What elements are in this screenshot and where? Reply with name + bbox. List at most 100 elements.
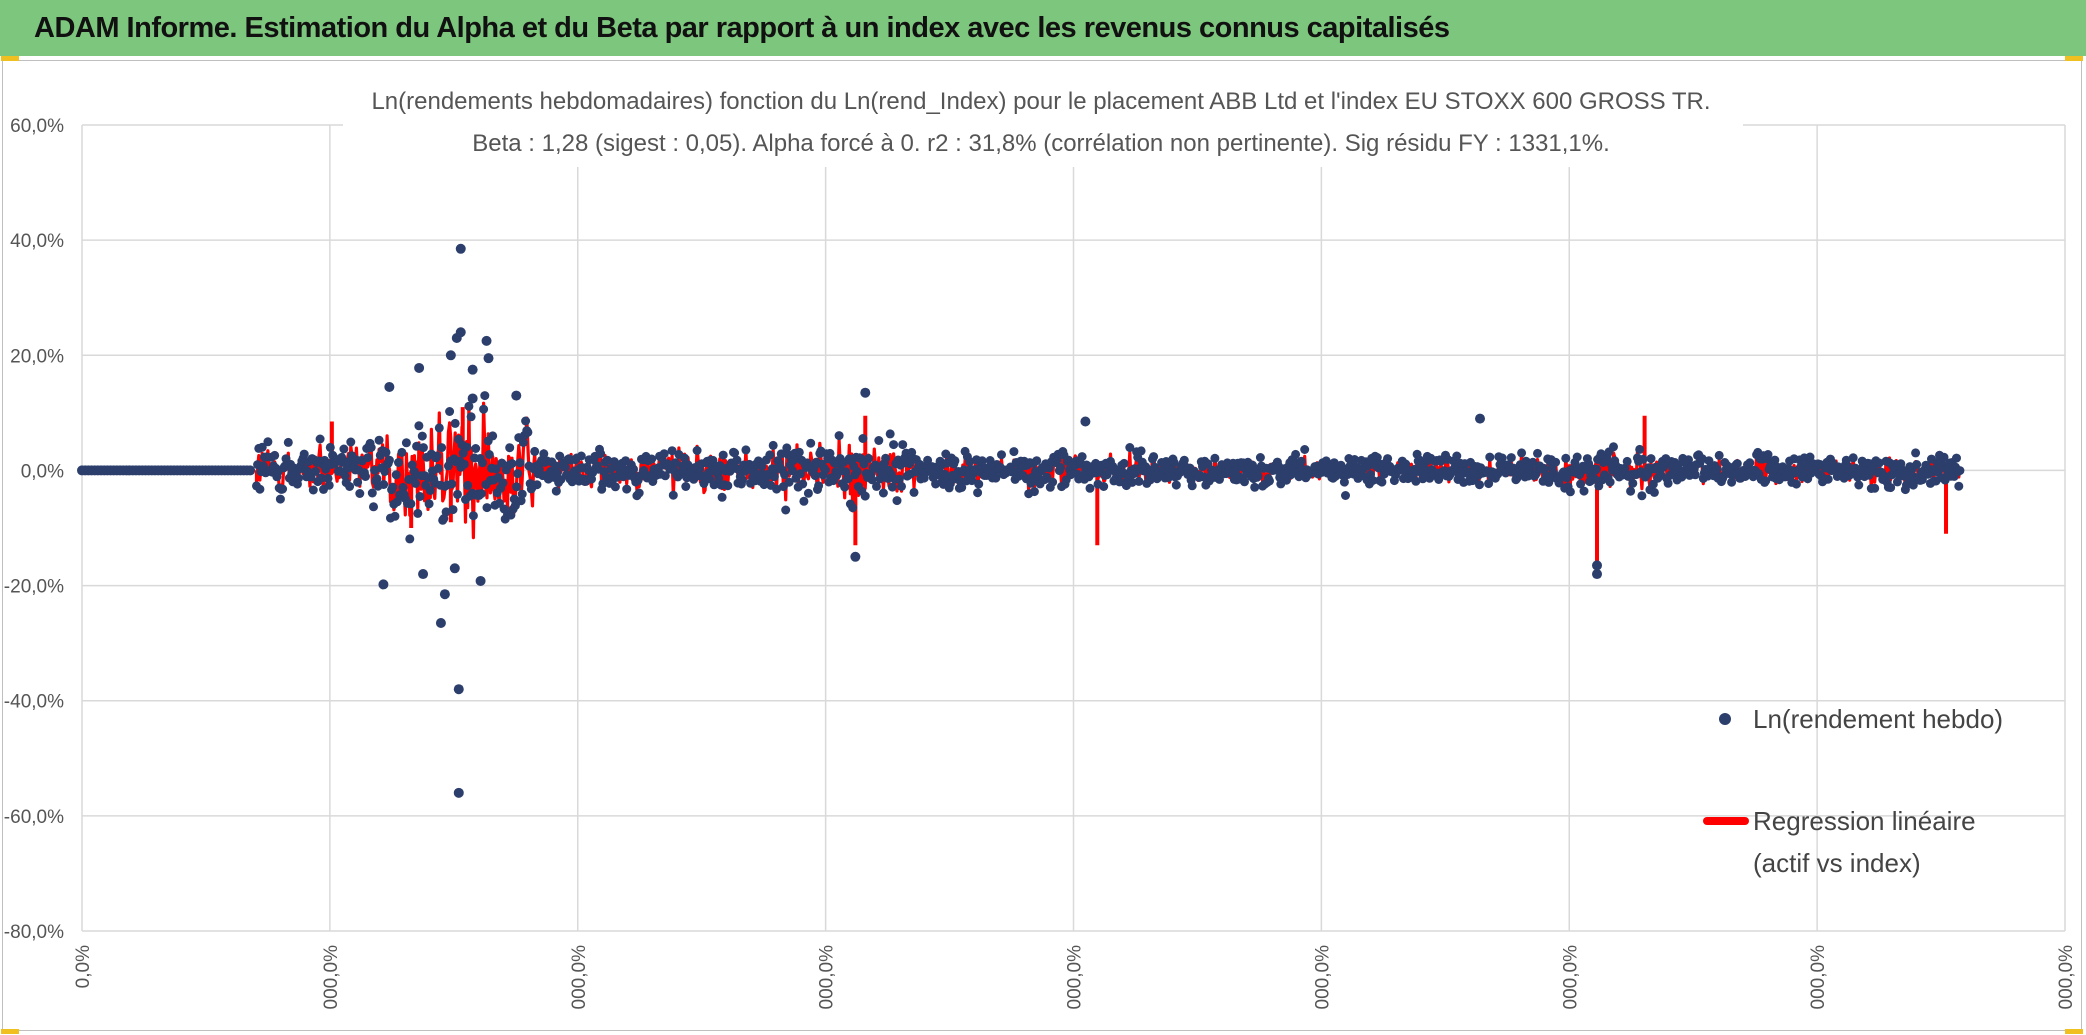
- data-point: [1605, 477, 1615, 487]
- data-point: [671, 458, 680, 468]
- data-point: [977, 456, 987, 466]
- data-point: [715, 461, 725, 471]
- data-point: [1127, 477, 1137, 487]
- data-point: [796, 469, 805, 479]
- data-point: [491, 464, 501, 474]
- x-tick-label: 000,0%: [1808, 945, 1829, 1010]
- data-point: [1663, 478, 1673, 488]
- y-tick-label: -20,0%: [4, 577, 64, 598]
- data-point: [517, 489, 527, 499]
- data-point: [450, 418, 460, 428]
- data-point: [263, 437, 273, 447]
- outlier-point: [435, 617, 446, 628]
- data-point: [406, 499, 416, 509]
- y-tick-label: 20,0%: [10, 346, 64, 367]
- data-point: [889, 440, 899, 450]
- data-point: [1056, 463, 1065, 472]
- data-point: [1727, 477, 1737, 487]
- data-point: [858, 434, 868, 443]
- scatter-chart: 60,0% 40,0% 20,0% 0,0% -20,0% -40,0% -60,0% -80…: [4, 63, 2077, 1010]
- data-point: [878, 488, 888, 498]
- data-point: [397, 447, 407, 457]
- data-point: [1383, 454, 1393, 464]
- data-point: [381, 447, 391, 457]
- data-point: [1874, 458, 1884, 468]
- y-tick-label: -60,0%: [4, 807, 64, 828]
- data-point: [372, 474, 382, 484]
- data-point: [339, 444, 349, 454]
- data-point: [1134, 476, 1144, 486]
- data-point: [881, 453, 891, 463]
- data-point: [794, 447, 804, 457]
- data-point: [480, 391, 490, 401]
- data-point: [1497, 453, 1507, 463]
- y-tick-label: 60,0%: [10, 116, 64, 137]
- data-point: [418, 443, 428, 453]
- data-point: [415, 492, 425, 501]
- data-point: [1635, 444, 1645, 454]
- data-point: [413, 508, 423, 518]
- data-point: [405, 534, 415, 544]
- data-point: [1250, 482, 1260, 492]
- data-point: [659, 449, 669, 459]
- y-axis-labels: 60,0% 40,0% 20,0% 0,0% -20,0% -40,0% -60,0% -80…: [4, 116, 64, 943]
- data-point: [315, 434, 325, 444]
- data-point: [370, 465, 380, 475]
- y-tick-label: 0,0%: [21, 461, 64, 482]
- data-point: [723, 481, 733, 491]
- data-point: [718, 450, 728, 460]
- data-point: [1368, 475, 1378, 485]
- data-point: [1622, 456, 1632, 466]
- data-point: [258, 461, 268, 471]
- outlier-point: [850, 551, 861, 562]
- data-point: [1626, 486, 1636, 496]
- data-point: [346, 437, 356, 447]
- data-point: [680, 453, 690, 463]
- outlier-point: [449, 563, 460, 574]
- data-point: [931, 479, 941, 489]
- outlier-point: [453, 684, 464, 695]
- data-point: [1418, 474, 1428, 484]
- data-point: [647, 454, 657, 464]
- data-point: [1475, 480, 1484, 490]
- data-point: [834, 431, 844, 441]
- x-tick-label: 000,0%: [1312, 945, 1333, 1010]
- data-point: [1712, 464, 1722, 474]
- legend-label-line-2: (actif vs index): [1753, 848, 1921, 878]
- data-point: [1099, 482, 1109, 491]
- data-point: [551, 486, 561, 496]
- data-point: [367, 488, 377, 498]
- data-point: [692, 446, 702, 455]
- data-point: [1372, 453, 1382, 462]
- data-point: [1551, 457, 1561, 467]
- data-point: [1908, 480, 1918, 490]
- x-tick-label: 000,0%: [2056, 945, 2077, 1010]
- data-point: [887, 482, 897, 492]
- data-point: [257, 442, 267, 452]
- data-point: [867, 475, 877, 485]
- x-tick-label: 000,0%: [569, 945, 590, 1010]
- data-point: [1649, 487, 1659, 497]
- data-point: [283, 437, 293, 447]
- data-point: [709, 480, 719, 490]
- data-point: [497, 458, 507, 468]
- outlier-point: [439, 589, 450, 600]
- data-point: [784, 477, 794, 487]
- outlier-point: [1080, 416, 1091, 427]
- outlier-point: [1475, 413, 1486, 424]
- data-point: [294, 473, 303, 483]
- data-point: [523, 427, 533, 437]
- data-point: [806, 438, 816, 448]
- data-point: [864, 453, 874, 463]
- data-point: [447, 479, 457, 489]
- data-point: [1377, 477, 1387, 487]
- data-point: [498, 478, 508, 488]
- report-header: ADAM Informe. Estimation du Alpha et du …: [0, 0, 2086, 56]
- data-point: [803, 488, 813, 498]
- data-point: [324, 480, 334, 490]
- data-point: [459, 459, 469, 469]
- data-point: [374, 435, 384, 445]
- data-point: [1517, 448, 1527, 458]
- data-point: [482, 503, 492, 513]
- data-point: [892, 496, 902, 506]
